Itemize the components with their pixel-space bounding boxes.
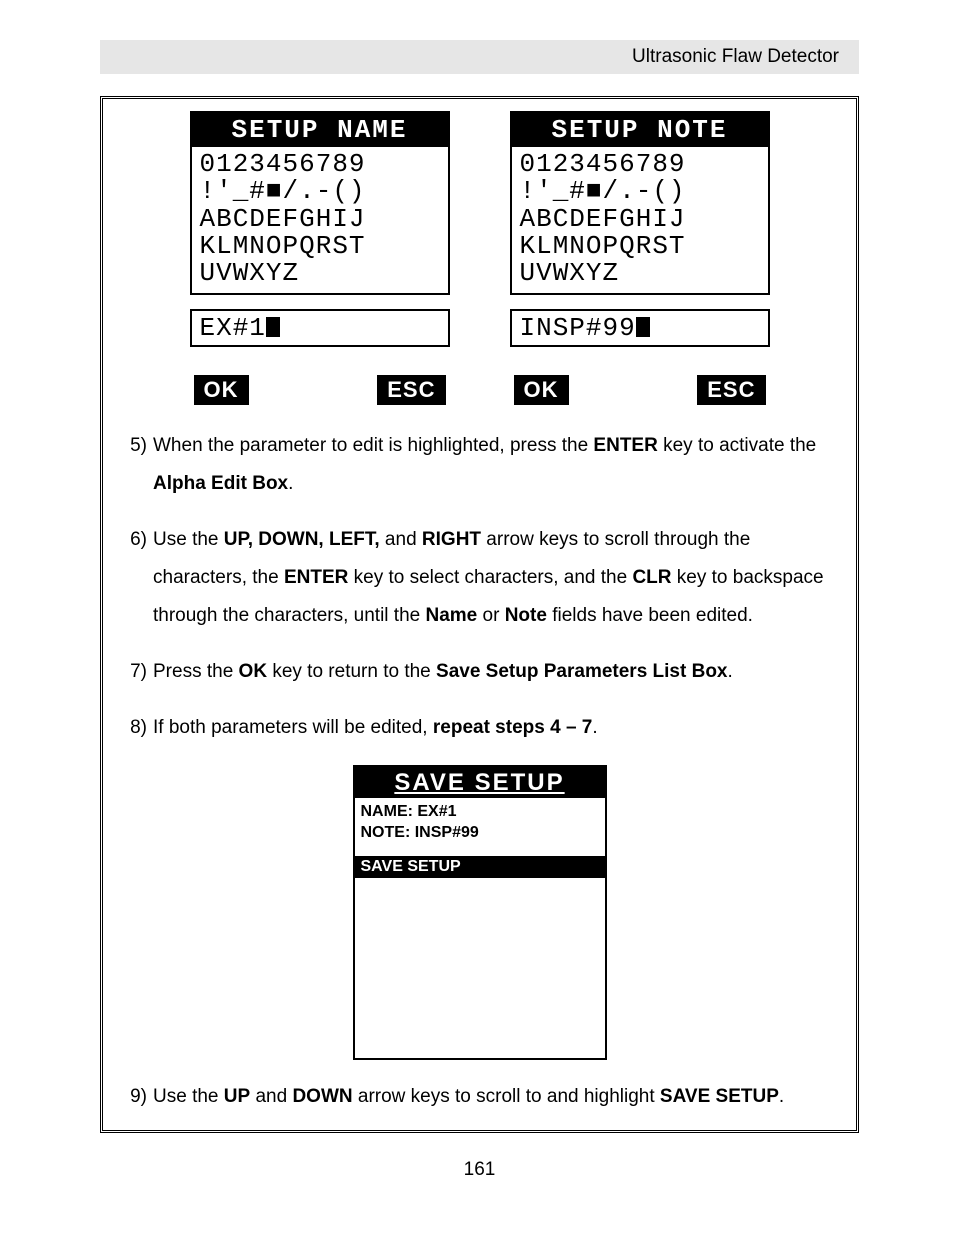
save-setup-highlight[interactable]: SAVE SETUP xyxy=(355,856,605,878)
lcd-input-value: INSP#99 xyxy=(520,313,636,343)
lcd-input-field[interactable]: EX#1 xyxy=(190,309,450,347)
content-frame: SETUP NAME 0123456789 !'_#■/.-() ABCDEFG… xyxy=(100,96,859,1133)
instruction-item: 9) Use the UP and DOWN arrow keys to scr… xyxy=(113,1078,834,1116)
save-setup-blank-area xyxy=(355,878,605,1058)
lcd-button-row: OK ESC xyxy=(510,375,770,405)
lcd-char-grid: 0123456789 !'_#■/.-() ABCDEFGHIJ KLMNOPQ… xyxy=(190,147,450,295)
save-setup-box: SAVE SETUP NAME: EX#1 NOTE: INSP#99 SAVE… xyxy=(353,765,607,1060)
instruction-list: 5) When the parameter to edit is highlig… xyxy=(113,427,846,747)
lcd-char-grid: 0123456789 !'_#■/.-() ABCDEFGHIJ KLMNOPQ… xyxy=(510,147,770,295)
lcd-panel-setup-name: SETUP NAME 0123456789 !'_#■/.-() ABCDEFG… xyxy=(190,111,450,405)
instruction-number: 5) xyxy=(113,427,153,503)
save-name-line: NAME: EX#1 xyxy=(361,802,599,823)
instruction-number: 8) xyxy=(113,709,153,747)
lcd-row: SETUP NAME 0123456789 !'_#■/.-() ABCDEFG… xyxy=(113,111,846,405)
instruction-item: 5) When the parameter to edit is highlig… xyxy=(113,427,834,503)
save-note-line: NOTE: INSP#99 xyxy=(361,823,599,844)
cursor-icon xyxy=(636,317,650,337)
save-setup-title: SAVE SETUP xyxy=(355,767,605,798)
save-setup-wrap: SAVE SETUP NAME: EX#1 NOTE: INSP#99 SAVE… xyxy=(113,765,846,1060)
page-number: 161 xyxy=(100,1159,859,1181)
ok-button[interactable]: OK xyxy=(194,375,249,405)
lcd-input-value: EX#1 xyxy=(200,313,266,343)
instruction-text: When the parameter to edit is highlighte… xyxy=(153,427,834,503)
cursor-icon xyxy=(266,317,280,337)
instruction-text: Use the UP and DOWN arrow keys to scroll… xyxy=(153,1078,834,1116)
instruction-text: If both parameters will be edited, repea… xyxy=(153,709,834,747)
instruction-number: 6) xyxy=(113,521,153,635)
lcd-input-field[interactable]: INSP#99 xyxy=(510,309,770,347)
instruction-number: 9) xyxy=(113,1078,153,1116)
instruction-text: Use the UP, DOWN, LEFT, and RIGHT arrow … xyxy=(153,521,834,635)
save-setup-fields: NAME: EX#1 NOTE: INSP#99 xyxy=(355,798,605,856)
instruction-number: 7) xyxy=(113,653,153,691)
instruction-list: 9) Use the UP and DOWN arrow keys to scr… xyxy=(113,1078,846,1116)
lcd-button-row: OK ESC xyxy=(190,375,450,405)
lcd-title: SETUP NOTE xyxy=(510,111,770,147)
lcd-title: SETUP NAME xyxy=(190,111,450,147)
instruction-item: 8) If both parameters will be edited, re… xyxy=(113,709,834,747)
header-band: Ultrasonic Flaw Detector xyxy=(100,40,859,74)
instruction-item: 7) Press the OK key to return to the Sav… xyxy=(113,653,834,691)
esc-button[interactable]: ESC xyxy=(377,375,445,405)
ok-button[interactable]: OK xyxy=(514,375,569,405)
esc-button[interactable]: ESC xyxy=(697,375,765,405)
instruction-text: Press the OK key to return to the Save S… xyxy=(153,653,834,691)
page-container: Ultrasonic Flaw Detector SETUP NAME 0123… xyxy=(0,0,954,1241)
instruction-item: 6) Use the UP, DOWN, LEFT, and RIGHT arr… xyxy=(113,521,834,635)
lcd-panel-setup-note: SETUP NOTE 0123456789 !'_#■/.-() ABCDEFG… xyxy=(510,111,770,405)
header-title: Ultrasonic Flaw Detector xyxy=(632,46,839,67)
